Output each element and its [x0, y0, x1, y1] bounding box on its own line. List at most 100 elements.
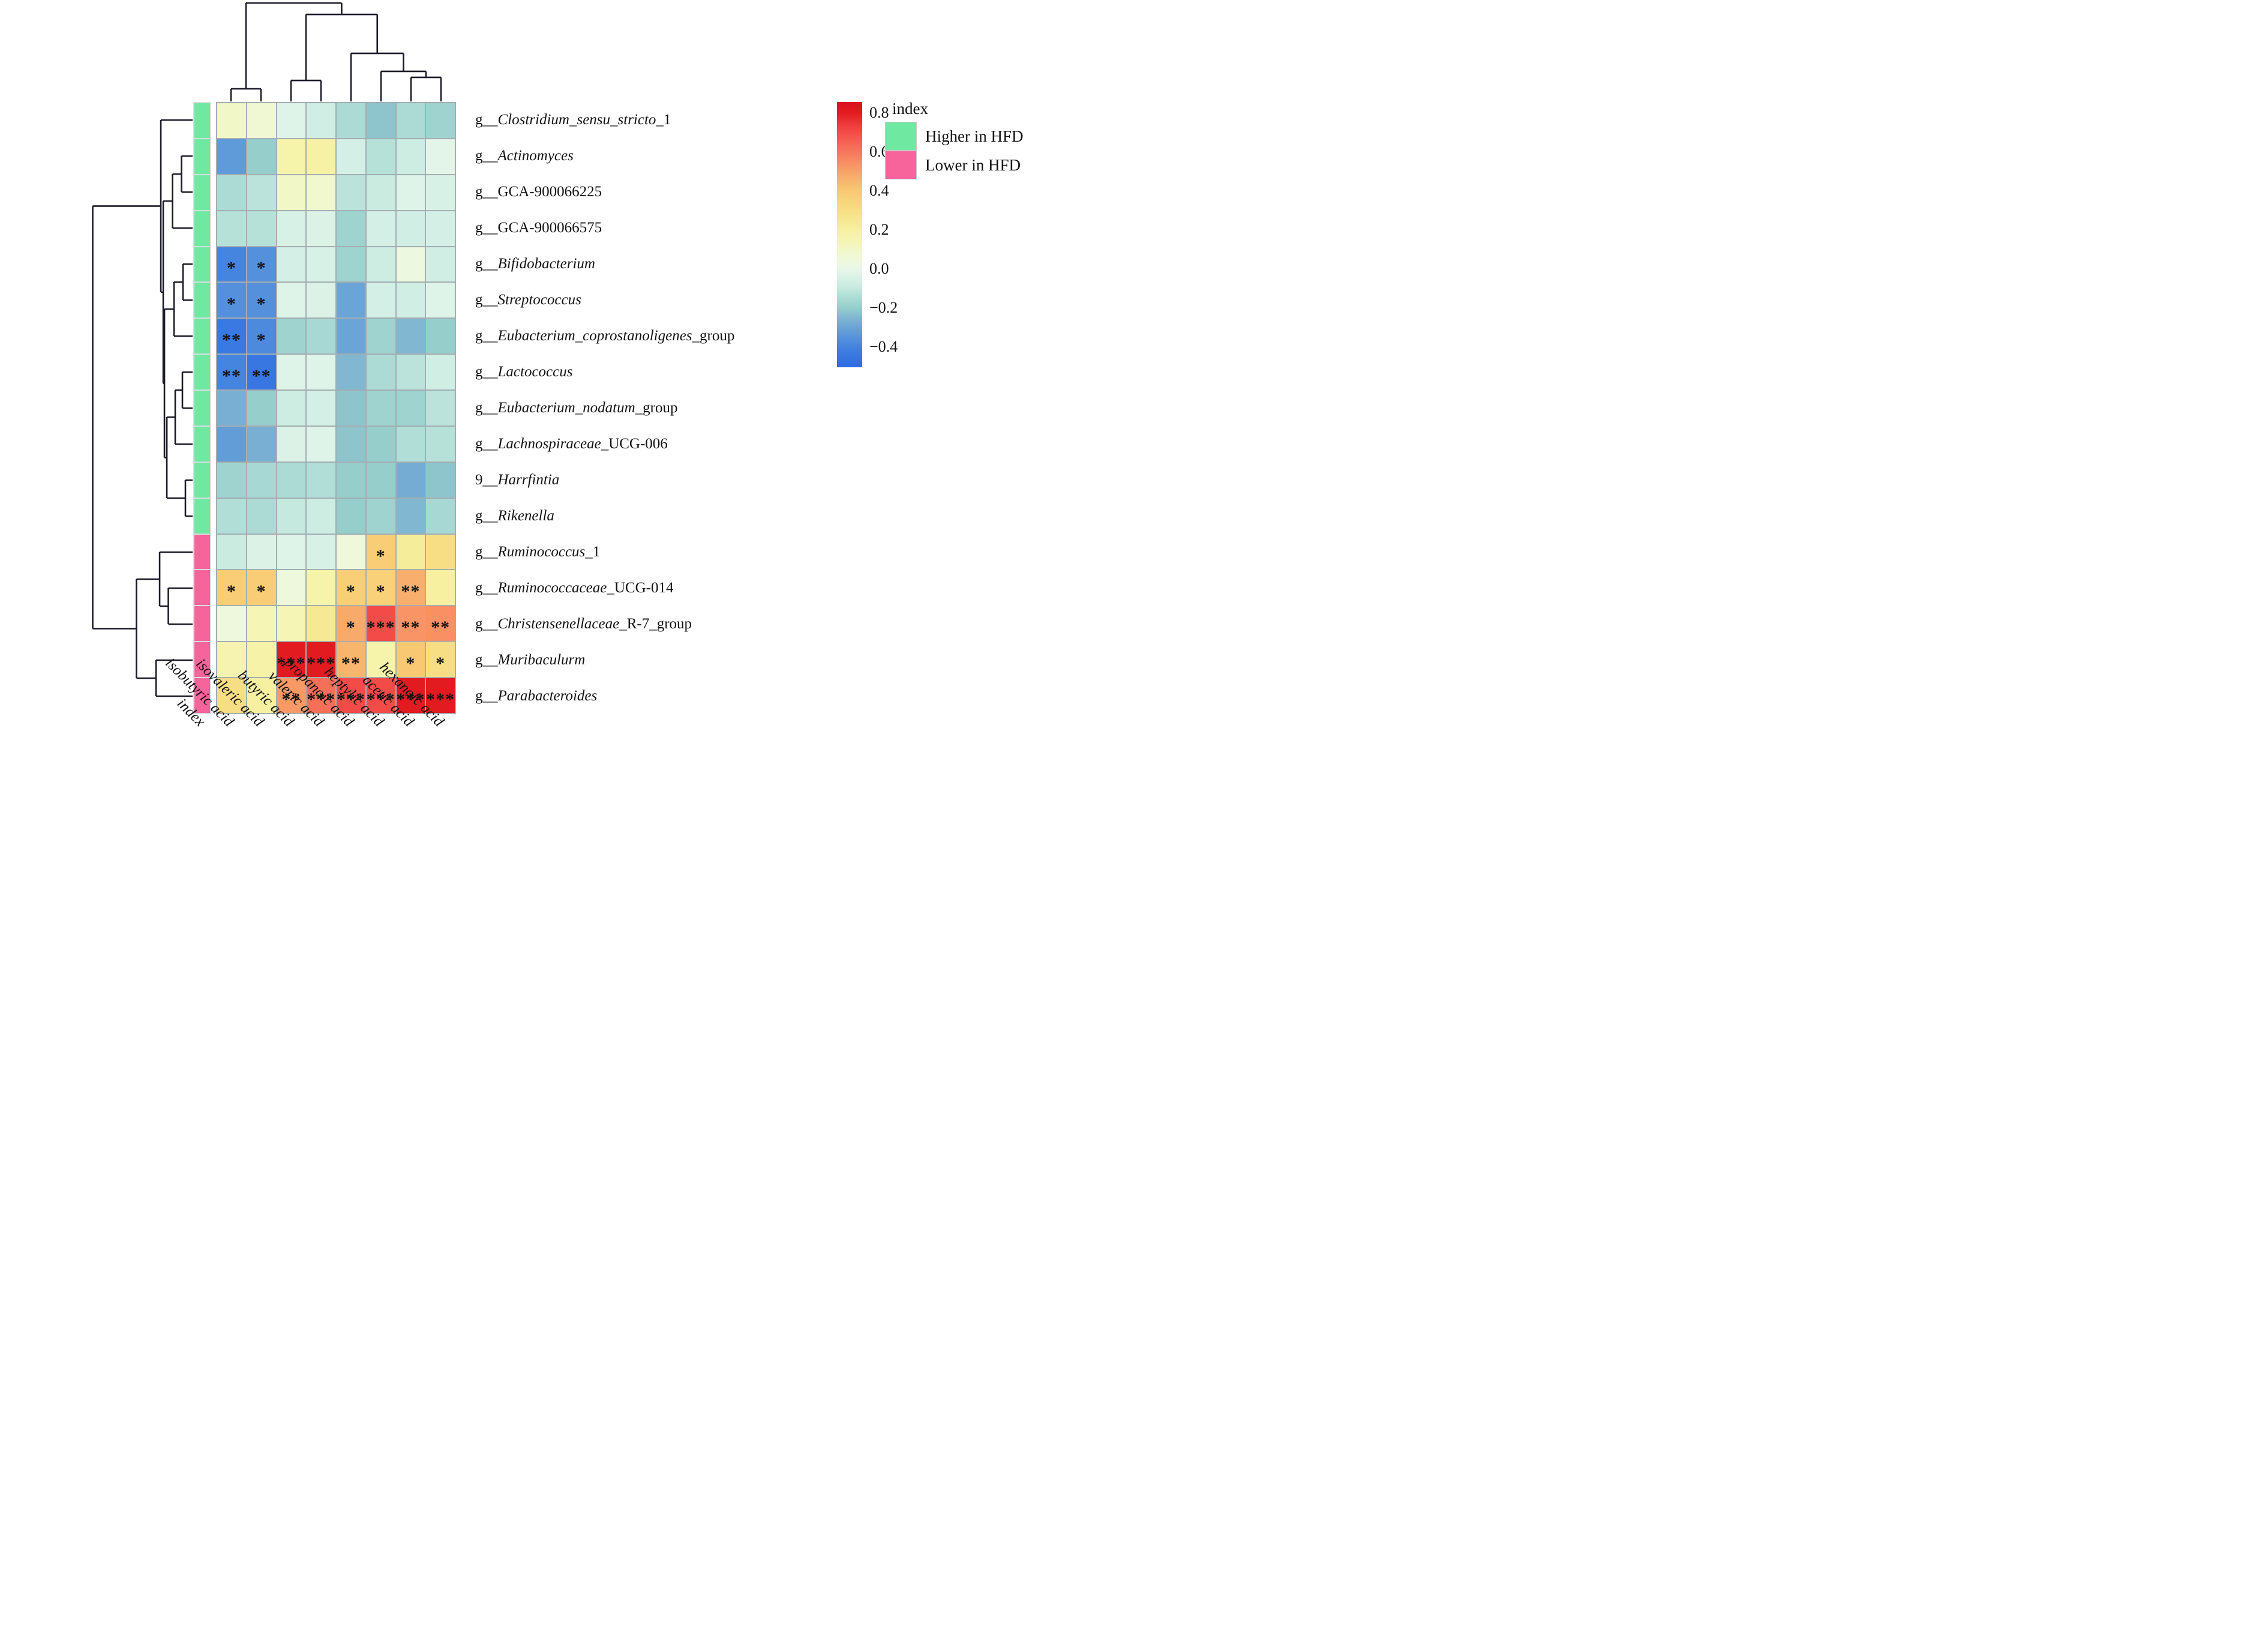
significance-stars: ** [341, 653, 361, 673]
row-label: g__Ruminococcaceae_UCG-014 [475, 580, 674, 596]
heatmap-cell: ** [217, 319, 246, 354]
row-label: g__Lachnospiraceae_UCG-006 [475, 436, 668, 452]
heatmap-cell [307, 283, 335, 318]
heatmap-cell [426, 103, 455, 138]
heatmap-cell [277, 319, 306, 354]
heatmap-cell [426, 570, 455, 606]
heatmap-cell [277, 426, 306, 462]
significance-stars: *** [366, 618, 395, 638]
row-label: 9__Harrfintia [475, 472, 560, 488]
significance-stars: ** [221, 330, 241, 350]
heatmap-cell: * [366, 534, 395, 570]
row-label: g__Actinomyces [475, 148, 574, 164]
heatmap-cell [307, 426, 335, 462]
heatmap-cell [247, 642, 276, 678]
row-label: g__Parabacteroides [475, 688, 598, 704]
significance-stars: * [376, 546, 386, 566]
heatmap-cell [307, 462, 335, 498]
heatmap-cell: * [396, 642, 425, 678]
significance-stars: ** [431, 618, 451, 638]
index-cell-higher [194, 139, 210, 174]
heatmap-cell [396, 103, 425, 138]
index-cell-higher [194, 319, 210, 354]
row-label: g__Muribaculurm [475, 652, 586, 668]
index-cell-higher [194, 211, 210, 246]
significance-stars: *** [307, 653, 336, 673]
heatmap-cell [277, 498, 306, 534]
heatmap-cell [247, 211, 276, 246]
significance-stars: * [346, 582, 356, 602]
heatmap-cell [366, 175, 395, 210]
heatmap-cell: ** [277, 678, 306, 713]
heatmap-cell [217, 211, 246, 246]
index-cell-higher [194, 247, 210, 282]
index-cell-higher [194, 462, 210, 498]
heatmap-cell: * [247, 570, 276, 606]
heatmap-cell [277, 391, 306, 426]
significance-stars: *** [277, 653, 306, 673]
heatmap-cell [277, 534, 306, 570]
heatmap-cell [337, 355, 365, 390]
index-cell-lower [194, 678, 210, 713]
colorbar-tick-label: 0.0 [869, 259, 889, 277]
row-label: g__Rikenella [475, 508, 554, 524]
row-label: g__GCA-900066225 [475, 184, 602, 200]
heatmap-cell [426, 462, 455, 498]
heatmap-cell [396, 247, 425, 282]
heatmap-cell: *** [277, 642, 306, 678]
heatmap-cell [396, 426, 425, 462]
significance-stars: *** [336, 689, 365, 709]
significance-stars: ** [281, 689, 301, 709]
heatmap-cell [307, 355, 335, 390]
significance-stars: ** [401, 582, 421, 602]
heatmap-cell [337, 426, 365, 462]
heatmap-cell: *** [366, 606, 395, 642]
heatmap-cell [426, 211, 455, 246]
heatmap-cell: *** [426, 678, 455, 713]
heatmap-cell [366, 426, 395, 462]
heatmap-cell [426, 283, 455, 318]
heatmap-cell [366, 355, 395, 390]
colorbar-tick-label: −0.4 [869, 337, 898, 355]
index-cell-lower [194, 606, 210, 642]
heatmap-cell: * [247, 247, 276, 282]
legend-swatch-higher-in-hfd [885, 122, 917, 151]
heatmap-cell [426, 498, 455, 534]
heatmap-cell [366, 319, 395, 354]
heatmap-cell [217, 678, 246, 713]
row-label: g__Bifidobacterium [475, 256, 595, 272]
row-label: g__Streptococcus [475, 292, 581, 308]
significance-stars: *** [396, 689, 425, 709]
significance-stars: * [256, 582, 266, 602]
significance-stars: * [376, 582, 386, 602]
heatmap-cell: ** [247, 355, 276, 390]
heatmap-cell [247, 175, 276, 210]
heatmap-cell [396, 534, 425, 570]
row-label: g__Christensenellaceae_R-7_group [475, 616, 692, 632]
significance-stars: * [226, 294, 236, 314]
heatmap-cell [396, 498, 425, 534]
row-label: g__Eubacterium_nodatum_group [475, 400, 678, 416]
heatmap-cell: *** [307, 678, 335, 713]
heatmap-cell [366, 462, 395, 498]
heatmap-cell [337, 534, 365, 570]
heatmap-cell [307, 247, 335, 282]
heatmap-cell [426, 319, 455, 354]
heatmap-cell [337, 211, 365, 246]
heatmap-cell [337, 498, 365, 534]
heatmap-cell [247, 103, 276, 138]
significance-stars: ** [221, 365, 241, 386]
heatmap-cell: ** [396, 570, 425, 606]
significance-stars: *** [366, 689, 395, 709]
heatmap-cell [307, 570, 335, 606]
heatmap-cell: ** [217, 355, 246, 390]
heatmap-cell [307, 534, 335, 570]
heatmap-cell [366, 103, 395, 138]
heatmap-cell [307, 391, 335, 426]
heatmap-cell: ** [337, 642, 365, 678]
legend-title: index [892, 100, 928, 118]
heatmap-cell [337, 319, 365, 354]
index-cell-higher [194, 498, 210, 534]
index-column-strip [193, 102, 211, 714]
heatmap-cell [396, 319, 425, 354]
